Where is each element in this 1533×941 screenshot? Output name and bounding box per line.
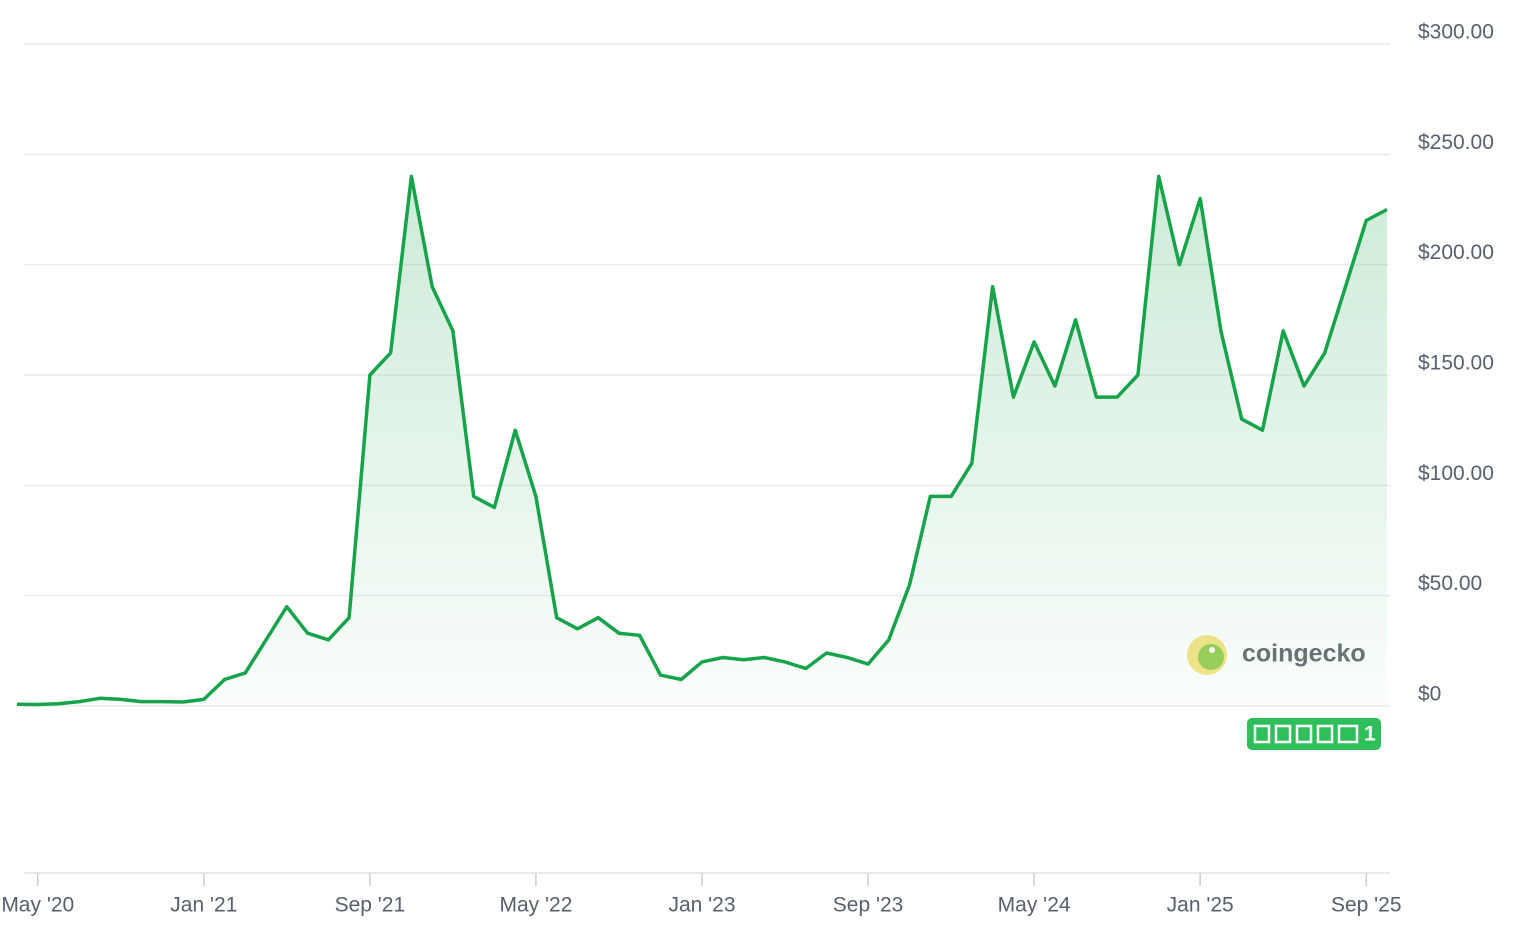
y-tick-label: $50.00 <box>1418 572 1482 595</box>
badge-count: 1 <box>1364 723 1376 746</box>
y-tick-label: $300.00 <box>1418 21 1494 44</box>
y-tick-label: $0 <box>1418 683 1441 706</box>
area <box>17 176 1387 706</box>
badge[interactable]: 1 <box>1247 718 1381 750</box>
x-tick-label: Sep '21 <box>335 894 406 917</box>
y-tick-label: $250.00 <box>1418 131 1494 154</box>
x-tick-label: May '22 <box>500 894 573 917</box>
y-tick-label: $150.00 <box>1418 352 1494 375</box>
x-tick-label: Jan '25 <box>1167 894 1234 917</box>
y-tick-label: $100.00 <box>1418 462 1494 485</box>
price-line <box>16 174 1388 707</box>
x-tick-label: May '24 <box>998 894 1071 917</box>
x-tick-label: May '20 <box>1 894 74 917</box>
x-tick-label: Sep '23 <box>833 894 904 917</box>
x-tick-label: Sep '25 <box>1331 894 1402 917</box>
x-tick-label: Jan '23 <box>668 894 735 917</box>
x-tick-label: Jan '21 <box>170 894 237 917</box>
y-tick-label: $200.00 <box>1418 241 1494 264</box>
